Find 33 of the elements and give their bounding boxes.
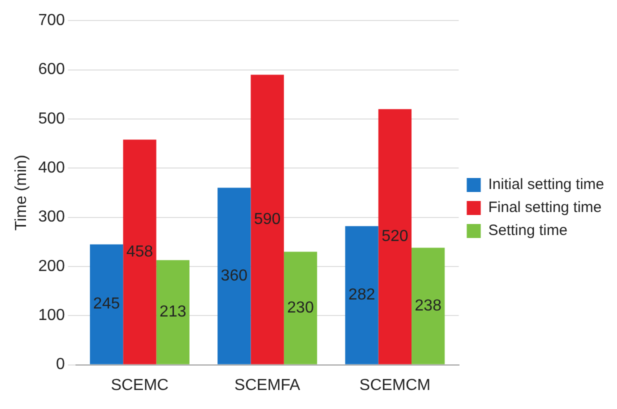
bar <box>345 226 378 364</box>
bar <box>284 252 318 364</box>
x-tick-label: SCEMC <box>110 376 169 394</box>
bar <box>90 244 124 364</box>
y-axis-title: Time (min) <box>13 154 30 231</box>
bar <box>123 140 156 364</box>
data-label: 238 <box>414 297 442 314</box>
y-tick-label: 600 <box>38 61 65 78</box>
x-tick-label: SCEMCM <box>359 376 430 394</box>
y-tick-label: 200 <box>38 258 65 275</box>
x-tick-label: SCEMFA <box>234 376 301 394</box>
legend-label: Final setting time <box>488 199 602 216</box>
data-label: 458 <box>126 243 154 260</box>
y-tick-label: 500 <box>38 110 65 128</box>
bar <box>378 109 412 364</box>
data-label: 282 <box>348 286 376 304</box>
legend-label: Initial setting time <box>488 176 604 194</box>
y-tick-label: 400 <box>38 160 65 177</box>
data-label: 213 <box>160 304 186 321</box>
y-tick-label: 300 <box>38 208 65 226</box>
data-label: 245 <box>93 296 120 313</box>
bar <box>218 188 251 364</box>
data-label: 230 <box>287 299 314 316</box>
data-label: 520 <box>382 228 408 246</box>
data-label: 590 <box>254 210 281 228</box>
legend-label: Setting time <box>488 222 568 240</box>
bar <box>156 260 190 364</box>
y-tick-label: 700 <box>38 12 65 30</box>
bar <box>412 248 445 364</box>
y-tick-label: 0 <box>56 356 65 374</box>
data-label: 360 <box>220 267 248 284</box>
y-tick-label: 100 <box>38 307 65 324</box>
bar <box>250 74 284 364</box>
